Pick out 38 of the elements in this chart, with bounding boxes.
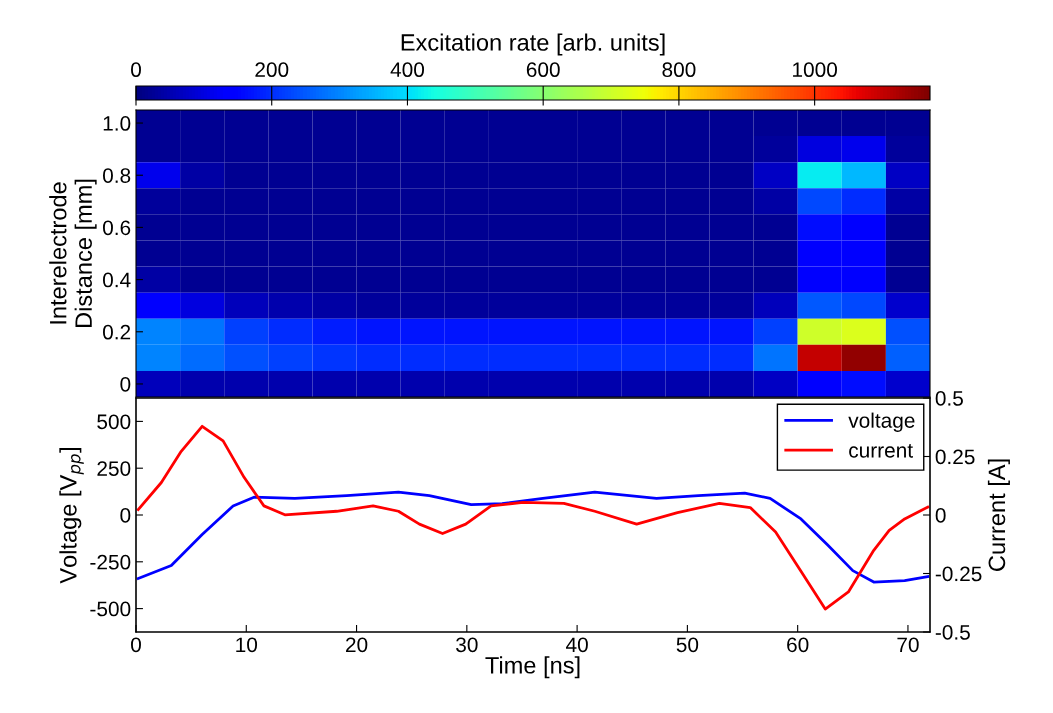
y-tick-label: -250 [90,554,131,570]
x-tick-label: 20 [346,637,368,653]
x-tick-label: 0 [131,637,141,653]
y-tick-label: 500 [97,414,131,430]
y-axis-title: Voltage [V$_{pp}$] [59,448,84,584]
y-tick-label: 0.8 [102,168,131,183]
y-tick-label: -500 [90,601,131,617]
x-tick-label: 60 [787,637,809,653]
y-tick-label: 0.6 [102,220,131,236]
color-bar-label: 200 [255,62,289,78]
x-tick-label: 50 [676,637,699,653]
y-tick-label: 250 [97,461,131,476]
x-tick-label: 10 [236,637,258,653]
y2-tick-label: 0 [935,508,946,523]
color-bar-label: 400 [390,62,425,78]
legend-label: current [849,444,913,458]
y-axis-title: Interelectrode Distance [mm] [49,179,97,327]
legend-label: voltage [848,412,915,432]
color-bar-label: 0 [131,62,141,78]
color-bar-label: 800 [662,62,696,78]
y2-axis-title: Current [A] [987,459,1010,571]
x-tick-label: 70 [897,637,919,653]
y2-tick-label: -0.25 [935,566,982,582]
y-tick-label: 0.4 [102,272,131,288]
y2-tick-label: 0.25 [935,449,975,465]
line-series [136,490,930,584]
x-axis-title: Time [ns] [485,656,580,679]
color-bar-title: Excitation rate [arb. units] [401,33,665,56]
x-tick-label: 40 [566,637,588,653]
y2-tick-label: -0.5 [935,625,970,640]
y-tick-label: 1.0 [103,116,131,131]
y-tick-label: 0 [120,376,131,392]
color-bar-label: 600 [526,62,560,78]
y2-tick-label: 0.5 [935,391,963,406]
color-bar-label: 1000 [793,62,837,78]
y-tick-label: 0 [120,508,131,523]
x-tick-label: 30 [456,637,478,653]
y-tick-label: 0.2 [102,324,131,340]
